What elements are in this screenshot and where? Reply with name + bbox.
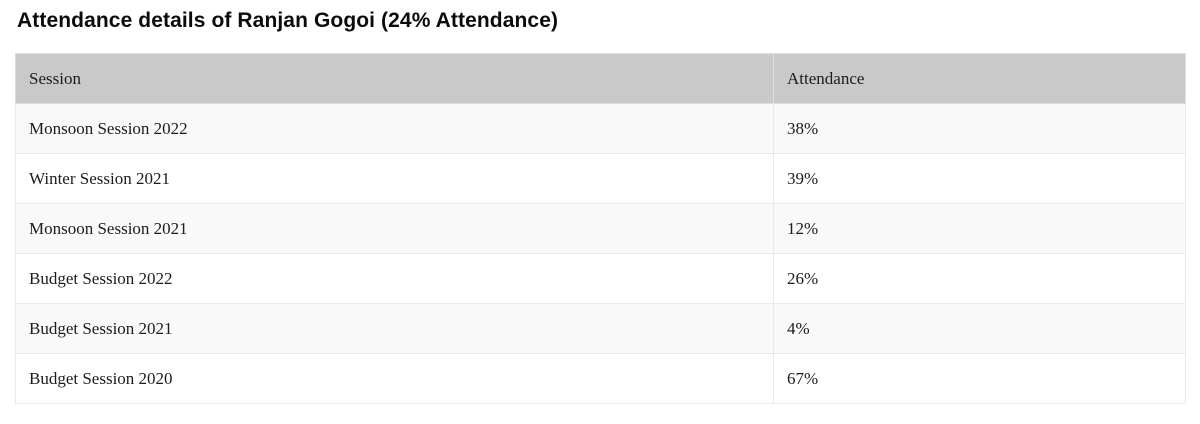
header-row: Session Attendance [15, 53, 1186, 104]
attendance-table: Session Attendance Monsoon Session 2022 3… [15, 53, 1186, 404]
page-title: Attendance details of Ranjan Gogoi (24% … [17, 9, 559, 32]
attendance-cell: 26% [773, 253, 1186, 304]
table-header: Session Attendance [15, 53, 1186, 104]
attendance-cell: 38% [773, 103, 1186, 154]
table-row: Budget Session 2022 26% [15, 253, 1186, 304]
session-cell: Budget Session 2022 [15, 253, 774, 304]
attendance-cell: 67% [773, 353, 1186, 404]
session-cell: Budget Session 2021 [15, 303, 774, 354]
column-header-session: Session [15, 53, 774, 104]
table-row: Winter Session 2021 39% [15, 153, 1186, 204]
column-header-attendance: Attendance [773, 53, 1186, 104]
table-row: Monsoon Session 2022 38% [15, 103, 1186, 154]
attendance-cell: 39% [773, 153, 1186, 204]
attendance-cell: 4% [773, 303, 1186, 354]
table-row: Budget Session 2020 67% [15, 353, 1186, 404]
session-cell: Monsoon Session 2022 [15, 103, 774, 154]
session-cell: Monsoon Session 2021 [15, 203, 774, 254]
session-cell: Budget Session 2020 [15, 353, 774, 404]
table-row: Monsoon Session 2021 12% [15, 203, 1186, 254]
table-row: Budget Session 2021 4% [15, 303, 1186, 354]
attendance-cell: 12% [773, 203, 1186, 254]
table-body: Monsoon Session 2022 38% Winter Session 20… [15, 103, 1186, 404]
session-cell: Winter Session 2021 [15, 153, 774, 204]
attendance-section: Attendance details of Ranjan Gogoi (24% … [0, 8, 1200, 424]
